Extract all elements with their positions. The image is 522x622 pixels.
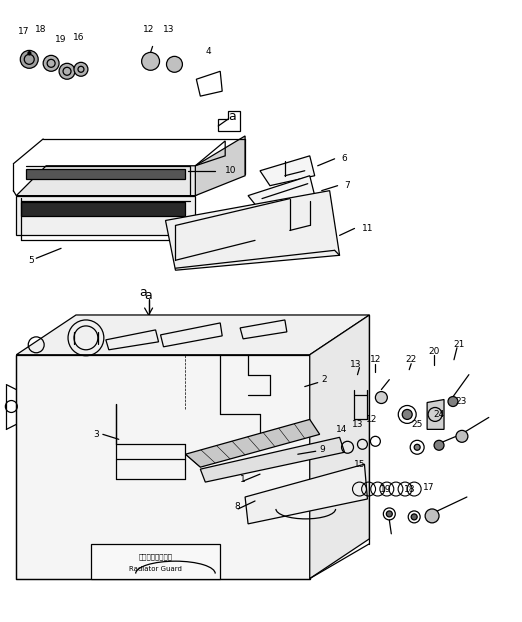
Polygon shape — [16, 195, 195, 235]
Text: 19: 19 — [55, 35, 67, 44]
Circle shape — [167, 57, 182, 72]
Polygon shape — [16, 355, 310, 578]
Circle shape — [448, 397, 458, 407]
Circle shape — [411, 514, 417, 520]
Circle shape — [20, 50, 38, 68]
Polygon shape — [427, 399, 444, 429]
Text: 18: 18 — [404, 485, 415, 493]
Text: 20: 20 — [429, 347, 440, 356]
Text: 11: 11 — [361, 224, 373, 233]
Text: a: a — [139, 285, 147, 299]
Text: 12: 12 — [143, 25, 155, 34]
Circle shape — [402, 409, 412, 419]
Polygon shape — [260, 156, 315, 186]
Bar — [91, 544, 220, 578]
Text: 12: 12 — [370, 355, 381, 364]
Circle shape — [74, 62, 88, 77]
Bar — [21, 202, 185, 215]
Circle shape — [414, 444, 420, 450]
Text: 2: 2 — [322, 375, 327, 384]
Polygon shape — [195, 136, 245, 195]
Polygon shape — [248, 176, 315, 210]
Polygon shape — [16, 315, 370, 355]
Text: 15: 15 — [354, 460, 365, 469]
Circle shape — [456, 430, 468, 442]
Text: 18: 18 — [35, 25, 47, 34]
Text: 10: 10 — [225, 166, 236, 175]
Text: 19: 19 — [379, 485, 391, 493]
Polygon shape — [310, 315, 370, 578]
Circle shape — [386, 511, 393, 517]
Text: 9: 9 — [319, 445, 325, 454]
Circle shape — [375, 392, 387, 404]
Text: 6: 6 — [341, 154, 347, 164]
Text: 25: 25 — [411, 420, 423, 429]
Text: 23: 23 — [455, 397, 467, 406]
Text: 21: 21 — [453, 340, 465, 350]
Circle shape — [141, 52, 160, 70]
Circle shape — [43, 55, 59, 72]
Text: 13: 13 — [352, 420, 363, 429]
Polygon shape — [185, 419, 319, 467]
Text: ●: ● — [27, 51, 32, 56]
Polygon shape — [200, 437, 345, 482]
Circle shape — [434, 440, 444, 450]
Text: 5: 5 — [28, 256, 34, 265]
Text: 24: 24 — [433, 410, 445, 419]
Text: 8: 8 — [234, 503, 240, 511]
Circle shape — [425, 509, 439, 523]
Text: Radiator Guard: Radiator Guard — [129, 565, 182, 572]
Polygon shape — [245, 464, 367, 524]
Bar — [26, 169, 185, 179]
Text: 1: 1 — [240, 475, 246, 483]
Polygon shape — [165, 191, 340, 270]
Text: 17: 17 — [423, 483, 435, 491]
Text: 17: 17 — [18, 27, 29, 36]
Text: 22: 22 — [406, 355, 417, 364]
Polygon shape — [16, 166, 245, 195]
Text: 7: 7 — [345, 181, 350, 190]
Text: 16: 16 — [73, 33, 85, 42]
Text: 4: 4 — [206, 47, 211, 56]
Text: a: a — [145, 289, 152, 302]
Text: a: a — [228, 109, 236, 123]
Text: 14: 14 — [336, 425, 347, 434]
Text: 12: 12 — [366, 415, 377, 424]
Circle shape — [59, 63, 75, 79]
Text: 13: 13 — [350, 360, 361, 369]
Text: 13: 13 — [163, 25, 174, 34]
Text: ラジエータガード: ラジエータガード — [138, 554, 173, 560]
Text: 3: 3 — [93, 430, 99, 439]
